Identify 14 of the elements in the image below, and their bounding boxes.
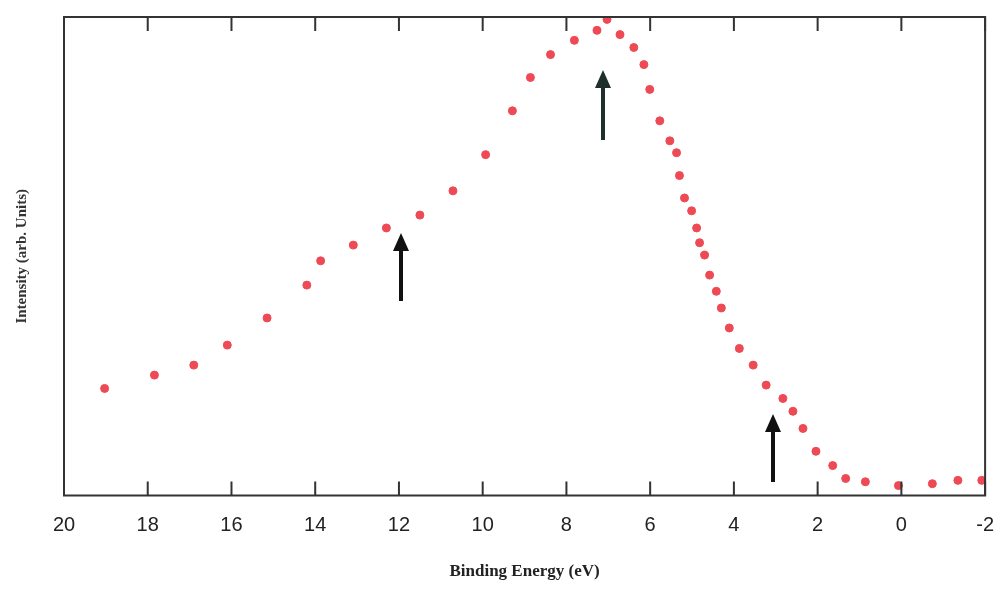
- x-tick-label: 18: [136, 513, 159, 536]
- x-tick-label: 16: [220, 513, 243, 536]
- x-tick-label: 14: [304, 513, 327, 536]
- x-tick-label: 12: [387, 513, 411, 536]
- x-axis-title: Binding Energy (eV): [449, 561, 600, 581]
- x-tick-label: 2: [812, 513, 824, 536]
- x-tick-label: -2: [976, 513, 995, 536]
- x-tick-label: 6: [644, 513, 656, 536]
- x-tick-label: 8: [560, 513, 572, 536]
- x-tick-label: 10: [471, 513, 494, 536]
- y-axis-title: Intensity (arb. Units): [12, 189, 30, 324]
- x-tick-label: 0: [895, 513, 907, 536]
- x-tick-label: 4: [728, 513, 740, 536]
- x-tick-label: 20: [52, 513, 76, 536]
